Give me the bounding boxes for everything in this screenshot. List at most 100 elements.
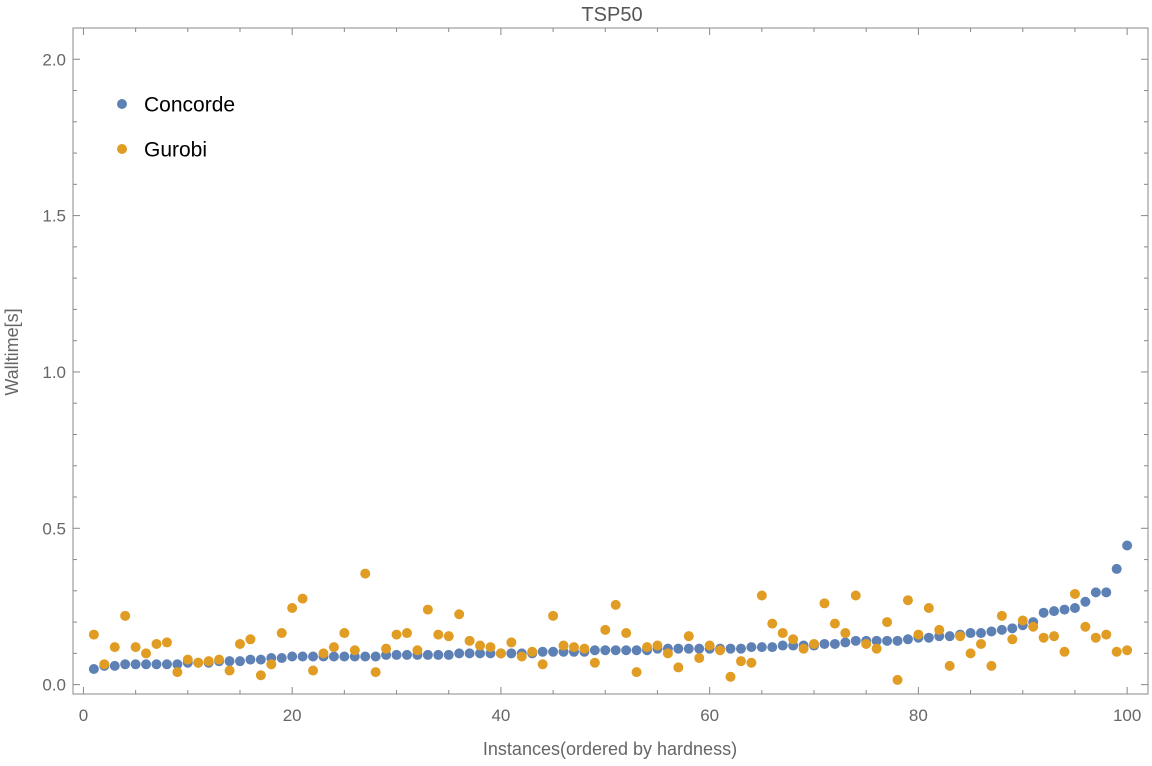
concorde-point [819, 638, 830, 649]
gurobi-point [798, 643, 809, 654]
concorde-point [777, 640, 788, 651]
concorde-point [370, 651, 381, 662]
gurobi-point [558, 640, 569, 651]
concorde-point [892, 635, 903, 646]
gurobi-point [141, 648, 152, 659]
concorde-point [224, 656, 235, 667]
concorde-point [433, 649, 444, 660]
gurobi-point [965, 648, 976, 659]
gurobi-point [579, 643, 590, 654]
chart-title: TSP50 [581, 4, 642, 26]
concorde-legend-marker [117, 99, 127, 109]
gurobi-point [694, 653, 705, 664]
y-tick-label: 1.5 [42, 207, 66, 226]
concorde-point [840, 637, 851, 648]
concorde-point [986, 626, 997, 637]
gurobi-point [475, 640, 486, 651]
concorde-point [600, 645, 611, 656]
gurobi-point [1069, 588, 1080, 599]
gurobi-point [976, 638, 987, 649]
concorde-point [120, 659, 131, 670]
gurobi-point [328, 642, 339, 653]
gurobi-point [172, 667, 183, 678]
gurobi-point [621, 628, 632, 639]
gurobi-point [861, 638, 872, 649]
concorde-point [1111, 563, 1122, 574]
gurobi-point [986, 660, 997, 671]
concorde-legend-label: Concorde [144, 94, 235, 117]
gurobi-point [913, 629, 924, 640]
gurobi-point [287, 603, 298, 614]
gurobi-legend-marker [117, 144, 127, 154]
gurobi-point [589, 657, 600, 668]
gurobi-point [1028, 621, 1039, 632]
gurobi-point [1007, 634, 1018, 645]
gurobi-point [767, 618, 778, 629]
gurobi-point [882, 617, 893, 628]
concorde-point [245, 654, 256, 665]
concorde-point [109, 660, 120, 671]
gurobi-point [506, 637, 517, 648]
gurobi-point [537, 659, 548, 670]
concorde-point [401, 649, 412, 660]
concorde-point [161, 659, 172, 670]
legend: Concorde Gurobi [117, 94, 235, 162]
concorde-point [1049, 606, 1060, 617]
concorde-point [1069, 603, 1080, 614]
gurobi-point [934, 624, 945, 635]
data-points [88, 540, 1133, 685]
concorde-point [850, 635, 861, 646]
gurobi-point [234, 638, 245, 649]
gurobi-point [182, 654, 193, 665]
concorde-point [422, 649, 433, 660]
gurobi-point [433, 629, 444, 640]
concorde-point [829, 638, 840, 649]
concorde-point [725, 643, 736, 654]
x-tick-label: 100 [1113, 706, 1141, 725]
gurobi-point [120, 610, 131, 621]
gurobi-point [255, 670, 266, 681]
gurobi-point [548, 610, 559, 621]
gurobi-point [130, 642, 141, 653]
gurobi-point [996, 610, 1007, 621]
gurobi-point [401, 628, 412, 639]
gurobi-point [318, 648, 329, 659]
gurobi-point [662, 648, 673, 659]
gurobi-point [224, 665, 235, 676]
concorde-point [882, 635, 893, 646]
gurobi-point [443, 631, 454, 642]
concorde-point [996, 624, 1007, 635]
gurobi-point [349, 645, 360, 656]
gurobi-point [516, 651, 527, 662]
x-axis: 0 20 40 60 80 100 [79, 28, 1141, 725]
gurobi-point [683, 631, 694, 642]
gurobi-point [203, 656, 214, 667]
concorde-point [621, 645, 632, 656]
concorde-point [506, 648, 517, 659]
concorde-point [610, 645, 621, 656]
gurobi-point [422, 604, 433, 615]
concorde-point [756, 642, 767, 653]
gurobi-point [652, 640, 663, 651]
gurobi-point [276, 628, 287, 639]
gurobi-point [568, 642, 579, 653]
concorde-point [1038, 607, 1049, 618]
gurobi-point [871, 643, 882, 654]
gurobi-point [819, 598, 830, 609]
gurobi-point [642, 642, 653, 653]
gurobi-point [944, 660, 955, 671]
gurobi-point [600, 624, 611, 635]
concorde-point [548, 646, 559, 657]
gurobi-point [850, 590, 861, 601]
concorde-point [141, 659, 152, 670]
gurobi-legend-label: Gurobi [144, 139, 207, 162]
x-tick-label: 80 [909, 706, 928, 725]
concorde-point [976, 628, 987, 639]
concorde-point [360, 651, 371, 662]
gurobi-point [360, 568, 371, 579]
gurobi-point [955, 631, 966, 642]
y-tick-label: 1.0 [42, 363, 66, 382]
gurobi-point [725, 671, 736, 682]
gurobi-point [454, 609, 465, 620]
